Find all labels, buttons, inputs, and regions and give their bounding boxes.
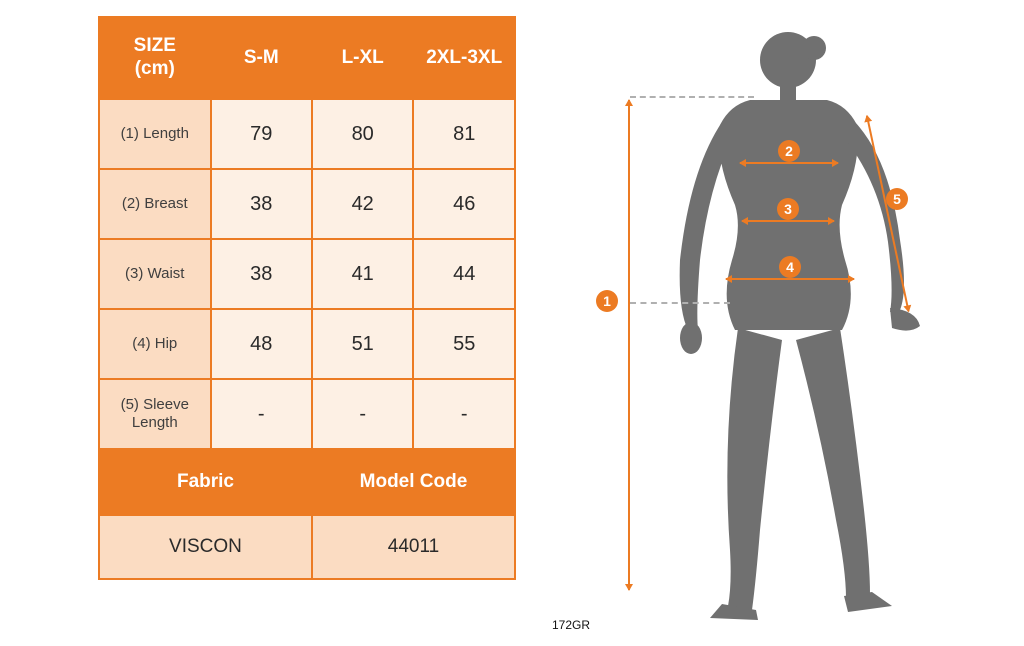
- table-row: (3) Waist 38 41 44: [99, 239, 515, 309]
- cell: 46: [413, 169, 515, 239]
- arrow-breast: [740, 162, 838, 164]
- cell: 41: [312, 239, 413, 309]
- cell: 42: [312, 169, 413, 239]
- table-header-row: SIZE (cm) S-M L-XL 2XL-3XL: [99, 17, 515, 99]
- table-row: (4) Hip 48 51 55: [99, 309, 515, 379]
- dash-mid: [630, 302, 730, 304]
- cell: 38: [211, 169, 312, 239]
- row-label-sleeve: (5) Sleeve Length: [99, 379, 211, 449]
- row-label-hip: (4) Hip: [99, 309, 211, 379]
- cell: 81: [413, 99, 515, 169]
- cell: 79: [211, 99, 312, 169]
- cell: -: [312, 379, 413, 449]
- sub-header-fabric: Fabric: [99, 449, 312, 515]
- sub-header-row: Fabric Model Code: [99, 449, 515, 515]
- row-label-length: (1) Length: [99, 99, 211, 169]
- col-header-lxl: L-XL: [312, 17, 413, 99]
- cell: 55: [413, 309, 515, 379]
- marker-4: 4: [779, 256, 801, 278]
- table-row: (2) Breast 38 42 46: [99, 169, 515, 239]
- size-chart-table: SIZE (cm) S-M L-XL 2XL-3XL (1) Length 79…: [98, 16, 516, 580]
- dash-top: [630, 96, 754, 98]
- cell: 48: [211, 309, 312, 379]
- footer-code: 172GR: [552, 618, 590, 632]
- table-row: (1) Length 79 80 81: [99, 99, 515, 169]
- col-header-2xl3xl: 2XL-3XL: [413, 17, 515, 99]
- sub-header-modelcode: Model Code: [312, 449, 515, 515]
- arrow-hip: [726, 278, 854, 280]
- cell: 51: [312, 309, 413, 379]
- cell: -: [413, 379, 515, 449]
- table-row: (5) Sleeve Length - - -: [99, 379, 515, 449]
- cell: -: [211, 379, 312, 449]
- cell: 44: [413, 239, 515, 309]
- marker-2: 2: [778, 140, 800, 162]
- cell: 80: [312, 99, 413, 169]
- col-header-sm: S-M: [211, 17, 312, 99]
- marker-1: 1: [596, 290, 618, 312]
- cell: 38: [211, 239, 312, 309]
- marker-5: 5: [886, 188, 908, 210]
- measurement-diagram: 1 2 3 4 5: [570, 10, 970, 630]
- arrow-length: [628, 100, 630, 590]
- arrow-waist: [742, 220, 834, 222]
- row-label-breast: (2) Breast: [99, 169, 211, 239]
- col-header-size: SIZE (cm): [99, 17, 211, 99]
- sub-value-fabric: VISCON: [99, 515, 312, 579]
- marker-3: 3: [777, 198, 799, 220]
- sub-value-modelcode: 44011: [312, 515, 515, 579]
- row-label-waist: (3) Waist: [99, 239, 211, 309]
- sub-value-row: VISCON 44011: [99, 515, 515, 579]
